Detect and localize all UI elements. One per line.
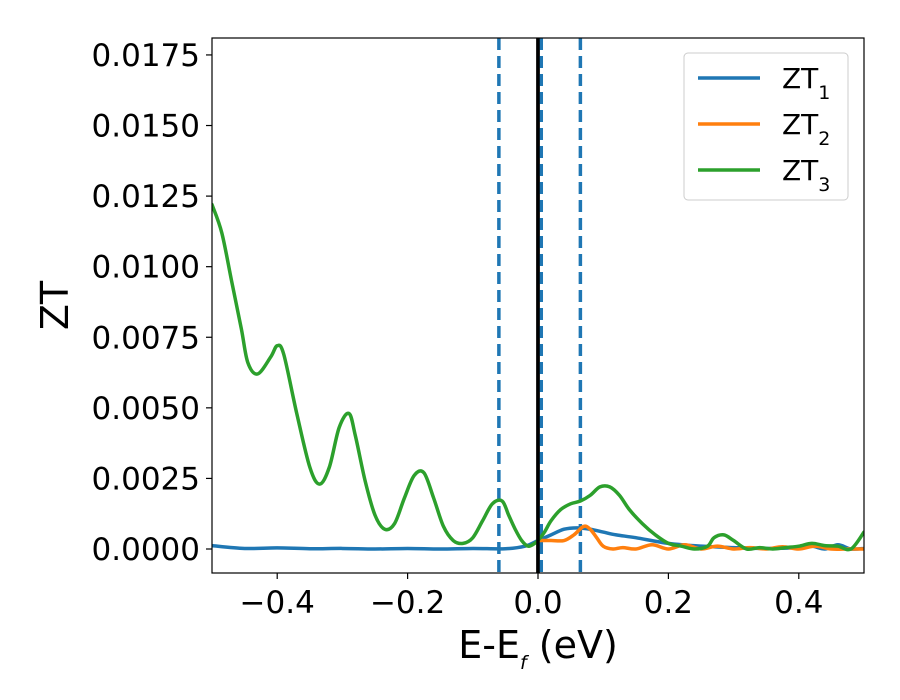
series-layer bbox=[212, 38, 864, 573]
legend-box bbox=[683, 52, 849, 201]
y-tick-label: 0.0150 bbox=[92, 109, 200, 145]
legend-label-zt2: ZT2 bbox=[782, 108, 830, 150]
y-axis-ticks: 0.0000 0.0025 0.0050 0.0075 0.0100 0.0125 0.01… bbox=[92, 38, 212, 568]
y-tick-label: 0.0000 bbox=[92, 532, 200, 568]
y-tick-label: 0.0100 bbox=[92, 250, 200, 286]
legend-label-zt3: ZT3 bbox=[782, 154, 830, 196]
y-tick-label: 0.0075 bbox=[92, 320, 200, 356]
x-axis-ticks: −0.4 −0.2 0.0 0.2 0.4 bbox=[240, 573, 823, 621]
series-line-zt3 bbox=[212, 202, 864, 552]
x-tick-label: 0.2 bbox=[644, 585, 693, 621]
x-tick-label: 0.0 bbox=[513, 585, 562, 621]
y-tick-label: 0.0025 bbox=[92, 461, 200, 497]
series-line-zt2 bbox=[536, 524, 864, 551]
y-tick-label: 0.0175 bbox=[92, 38, 200, 74]
x-tick-label: −0.4 bbox=[240, 585, 315, 621]
x-axis-label: E-Ef (eV) bbox=[458, 623, 618, 674]
y-tick-label: 0.0050 bbox=[92, 391, 200, 427]
y-axis-label: ZT bbox=[33, 280, 77, 330]
x-tick-label: −0.2 bbox=[370, 585, 445, 621]
y-tick-label: 0.0125 bbox=[92, 179, 200, 215]
legend-label-zt1: ZT1 bbox=[782, 62, 830, 104]
x-tick-label: 0.4 bbox=[774, 585, 823, 621]
